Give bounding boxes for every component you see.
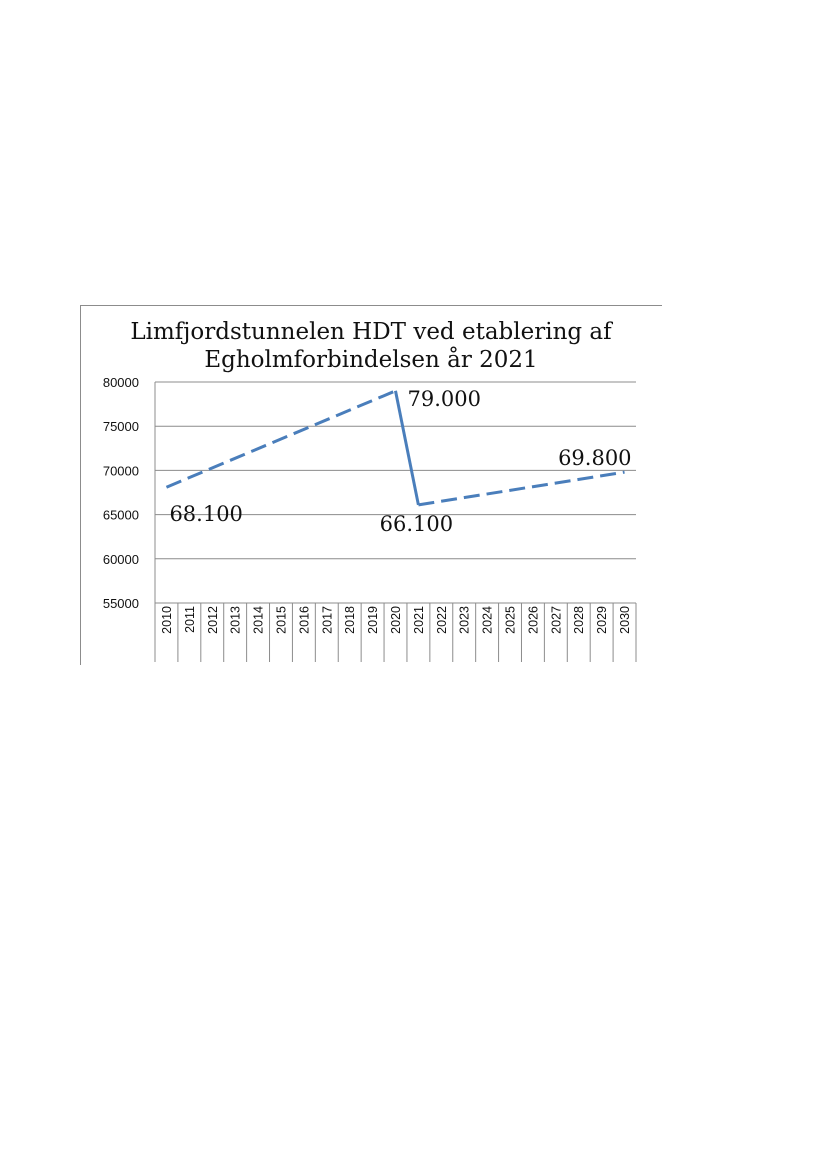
y-tick-label: 60000 <box>103 552 139 567</box>
series-segment-2021-2030 <box>418 470 625 507</box>
x-tick-label: 2018 <box>343 606 357 634</box>
x-tick-label: 2012 <box>206 606 220 634</box>
x-tick-label: 2014 <box>252 606 266 634</box>
x-tick-label: 2028 <box>572 606 586 634</box>
data-label-2010: 68.100 <box>169 502 242 526</box>
x-tick-label: 2026 <box>526 606 540 634</box>
y-tick-label: 70000 <box>103 463 139 478</box>
x-tick-label: 2011 <box>183 606 197 633</box>
x-tick-label: 2019 <box>366 606 380 634</box>
chart-title-line-1: Limfjordstunnelen HDT ved etablering af <box>130 319 613 345</box>
x-tick-label: 2030 <box>618 606 632 634</box>
y-tick-label: 55000 <box>103 596 139 611</box>
chart-frame: Limfjordstunnelen HDT ved etablering af … <box>80 305 662 665</box>
x-tick-label: 2010 <box>160 606 174 634</box>
x-tick-label: 2017 <box>320 606 334 634</box>
x-tick-label: 2013 <box>229 606 243 634</box>
series-segment-2010-2020 <box>165 389 397 489</box>
x-tick-label: 2027 <box>549 606 563 634</box>
data-label-2030: 69.800 <box>558 446 631 470</box>
x-tick-label: 2029 <box>595 606 609 634</box>
x-tick-label: 2022 <box>435 606 449 634</box>
chart-title-line-2: Egholmforbindelsen år 2021 <box>204 346 537 373</box>
y-tick-label: 75000 <box>103 419 139 434</box>
data-label-2021: 66.100 <box>380 512 453 536</box>
x-tick-label: 2024 <box>481 606 495 634</box>
x-tick-label: 2025 <box>504 606 518 634</box>
data-label-2020: 79.000 <box>408 387 481 411</box>
x-tick-label: 2020 <box>389 606 403 634</box>
y-tick-label: 65000 <box>103 508 139 523</box>
x-tick-label: 2021 <box>412 606 426 634</box>
line-chart: Limfjordstunnelen HDT ved etablering af … <box>103 319 637 662</box>
x-tick-label: 2023 <box>458 606 472 634</box>
x-tick-label: 2016 <box>297 606 311 634</box>
y-tick-label: 80000 <box>103 375 139 390</box>
series-segment-2020-2021 <box>394 390 420 506</box>
x-tick-label: 2015 <box>274 606 288 634</box>
